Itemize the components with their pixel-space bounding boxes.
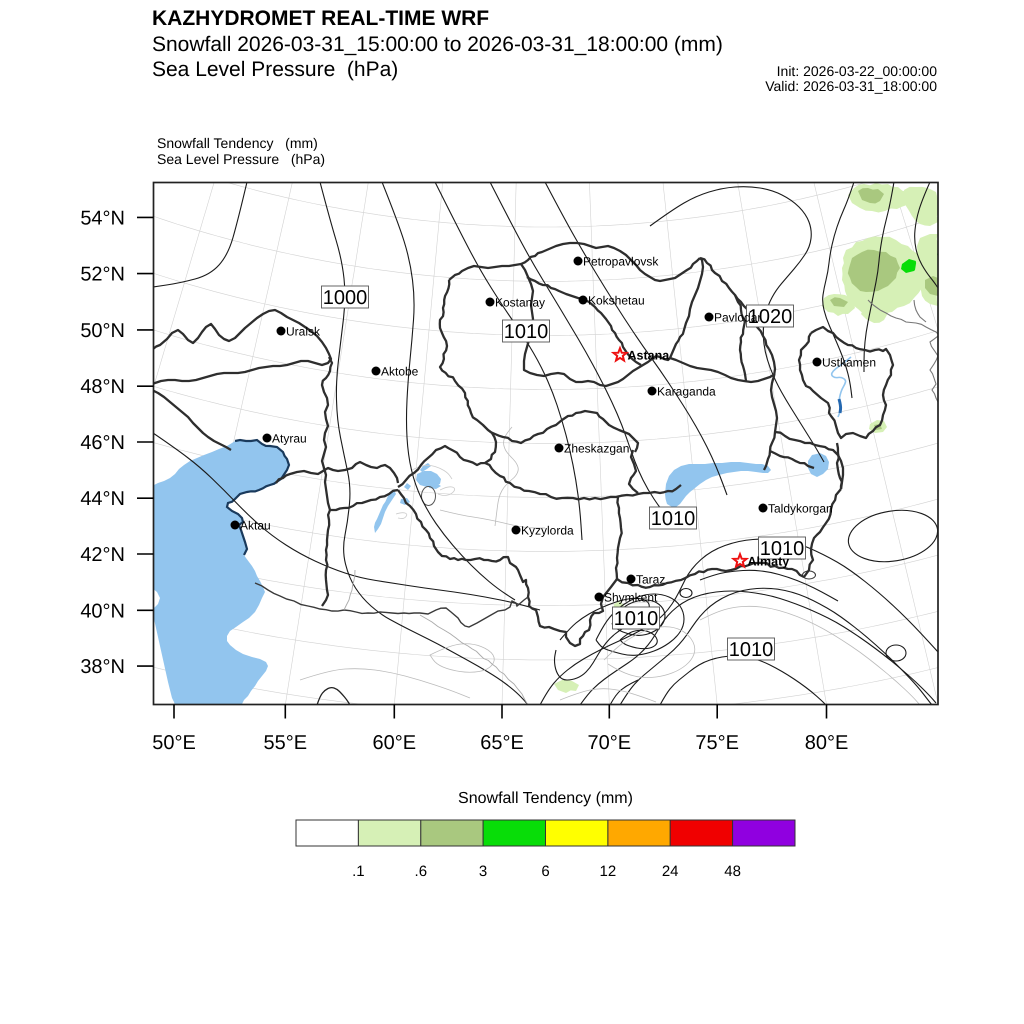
svg-text:50°E: 50°E [152,732,196,754]
svg-text:Zheskazgan: Zheskazgan [564,442,629,456]
svg-text:1010: 1010 [651,508,696,530]
svg-text:1010: 1010 [614,608,659,630]
svg-text:50°N: 50°N [80,320,125,342]
svg-text:Taraz: Taraz [636,573,665,587]
svg-text:Taldykorgan: Taldykorgan [768,502,833,516]
svg-text:Valid: 2026-03-31_18:00:00: Valid: 2026-03-31_18:00:00 [765,78,937,94]
svg-text:Karaganda: Karaganda [657,385,716,399]
svg-text:3: 3 [479,863,487,880]
svg-text:Kyzylorda: Kyzylorda [521,524,574,538]
svg-text:Aktau: Aktau [240,519,271,533]
svg-text:12: 12 [600,863,617,880]
svg-text:65°E: 65°E [480,732,524,754]
svg-text:42°N: 42°N [80,544,125,566]
svg-text:Petropavlovsk: Petropavlovsk [583,255,659,269]
svg-text:Sea Level Pressure (hPa): Sea Level Pressure (hPa) [152,58,398,81]
svg-text:70°E: 70°E [588,732,632,754]
svg-text:Pavlodar: Pavlodar [714,311,761,325]
svg-text:48°N: 48°N [80,376,125,398]
svg-text:Atyrau: Atyrau [272,432,307,446]
svg-text:Kostanay: Kostanay [495,296,545,310]
svg-text:1010: 1010 [760,538,805,560]
svg-text:Init: 2026-03-22_00:00:00: Init: 2026-03-22_00:00:00 [777,63,938,79]
svg-text:48: 48 [724,863,741,880]
svg-text:40°N: 40°N [80,600,125,622]
svg-text:Aktobe: Aktobe [381,365,419,379]
svg-text:Uralsk: Uralsk [286,325,321,339]
svg-text:Snowfall Tendency (mm): Snowfall Tendency (mm) [458,790,633,807]
svg-text:52°N: 52°N [80,264,125,286]
svg-text:75°E: 75°E [695,732,739,754]
svg-text:Ustkamen: Ustkamen [822,356,876,370]
svg-text:6: 6 [541,863,549,880]
svg-text:60°E: 60°E [373,732,417,754]
svg-text:38°N: 38°N [80,656,125,678]
svg-text:Sea Level Pressure (hPa): Sea Level Pressure (hPa) [157,151,325,167]
svg-text:Kokshetau: Kokshetau [588,294,645,308]
svg-text:Snowfall Tendency (mm): Snowfall Tendency (mm) [157,135,318,151]
svg-text:Shymkent: Shymkent [604,591,658,605]
svg-text:.1: .1 [352,863,365,880]
svg-text:1010: 1010 [504,321,549,343]
svg-text:Astana: Astana [628,349,671,363]
svg-text:46°N: 46°N [80,432,125,454]
svg-text:Almaty: Almaty [748,555,790,569]
svg-text:54°N: 54°N [80,207,125,229]
svg-text:1010: 1010 [729,639,774,661]
svg-text:44°N: 44°N [80,488,125,510]
svg-text:55°E: 55°E [264,732,308,754]
svg-text:1020: 1020 [748,306,793,328]
svg-text:80°E: 80°E [805,732,849,754]
svg-text:24: 24 [662,863,679,880]
svg-text:KAZHYDROMET REAL-TIME WRF: KAZHYDROMET REAL-TIME WRF [152,7,489,30]
svg-text:1000: 1000 [323,287,368,309]
svg-text:Snowfall 2026-03-31_15:00:00 t: Snowfall 2026-03-31_15:00:00 to 2026-03-… [152,33,723,56]
svg-text:.6: .6 [415,863,428,880]
